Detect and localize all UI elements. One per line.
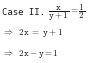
Text: $\dfrac{\mathtt{x}}{\mathtt{y}+1} = \dfrac{1}{2}$: $\dfrac{\mathtt{x}}{\mathtt{y}+1} = \dfr… [48,2,85,23]
Text: $\Rightarrow\;\; \mathtt{2x}-\mathtt{y}=1$: $\Rightarrow\;\; \mathtt{2x}-\mathtt{y}=… [2,48,59,60]
Text: $\Rightarrow\;\; \mathtt{2x} \;=\; \mathtt{y}+1$: $\Rightarrow\;\; \mathtt{2x} \;=\; \math… [2,27,63,39]
Text: Case II.: Case II. [2,8,51,17]
